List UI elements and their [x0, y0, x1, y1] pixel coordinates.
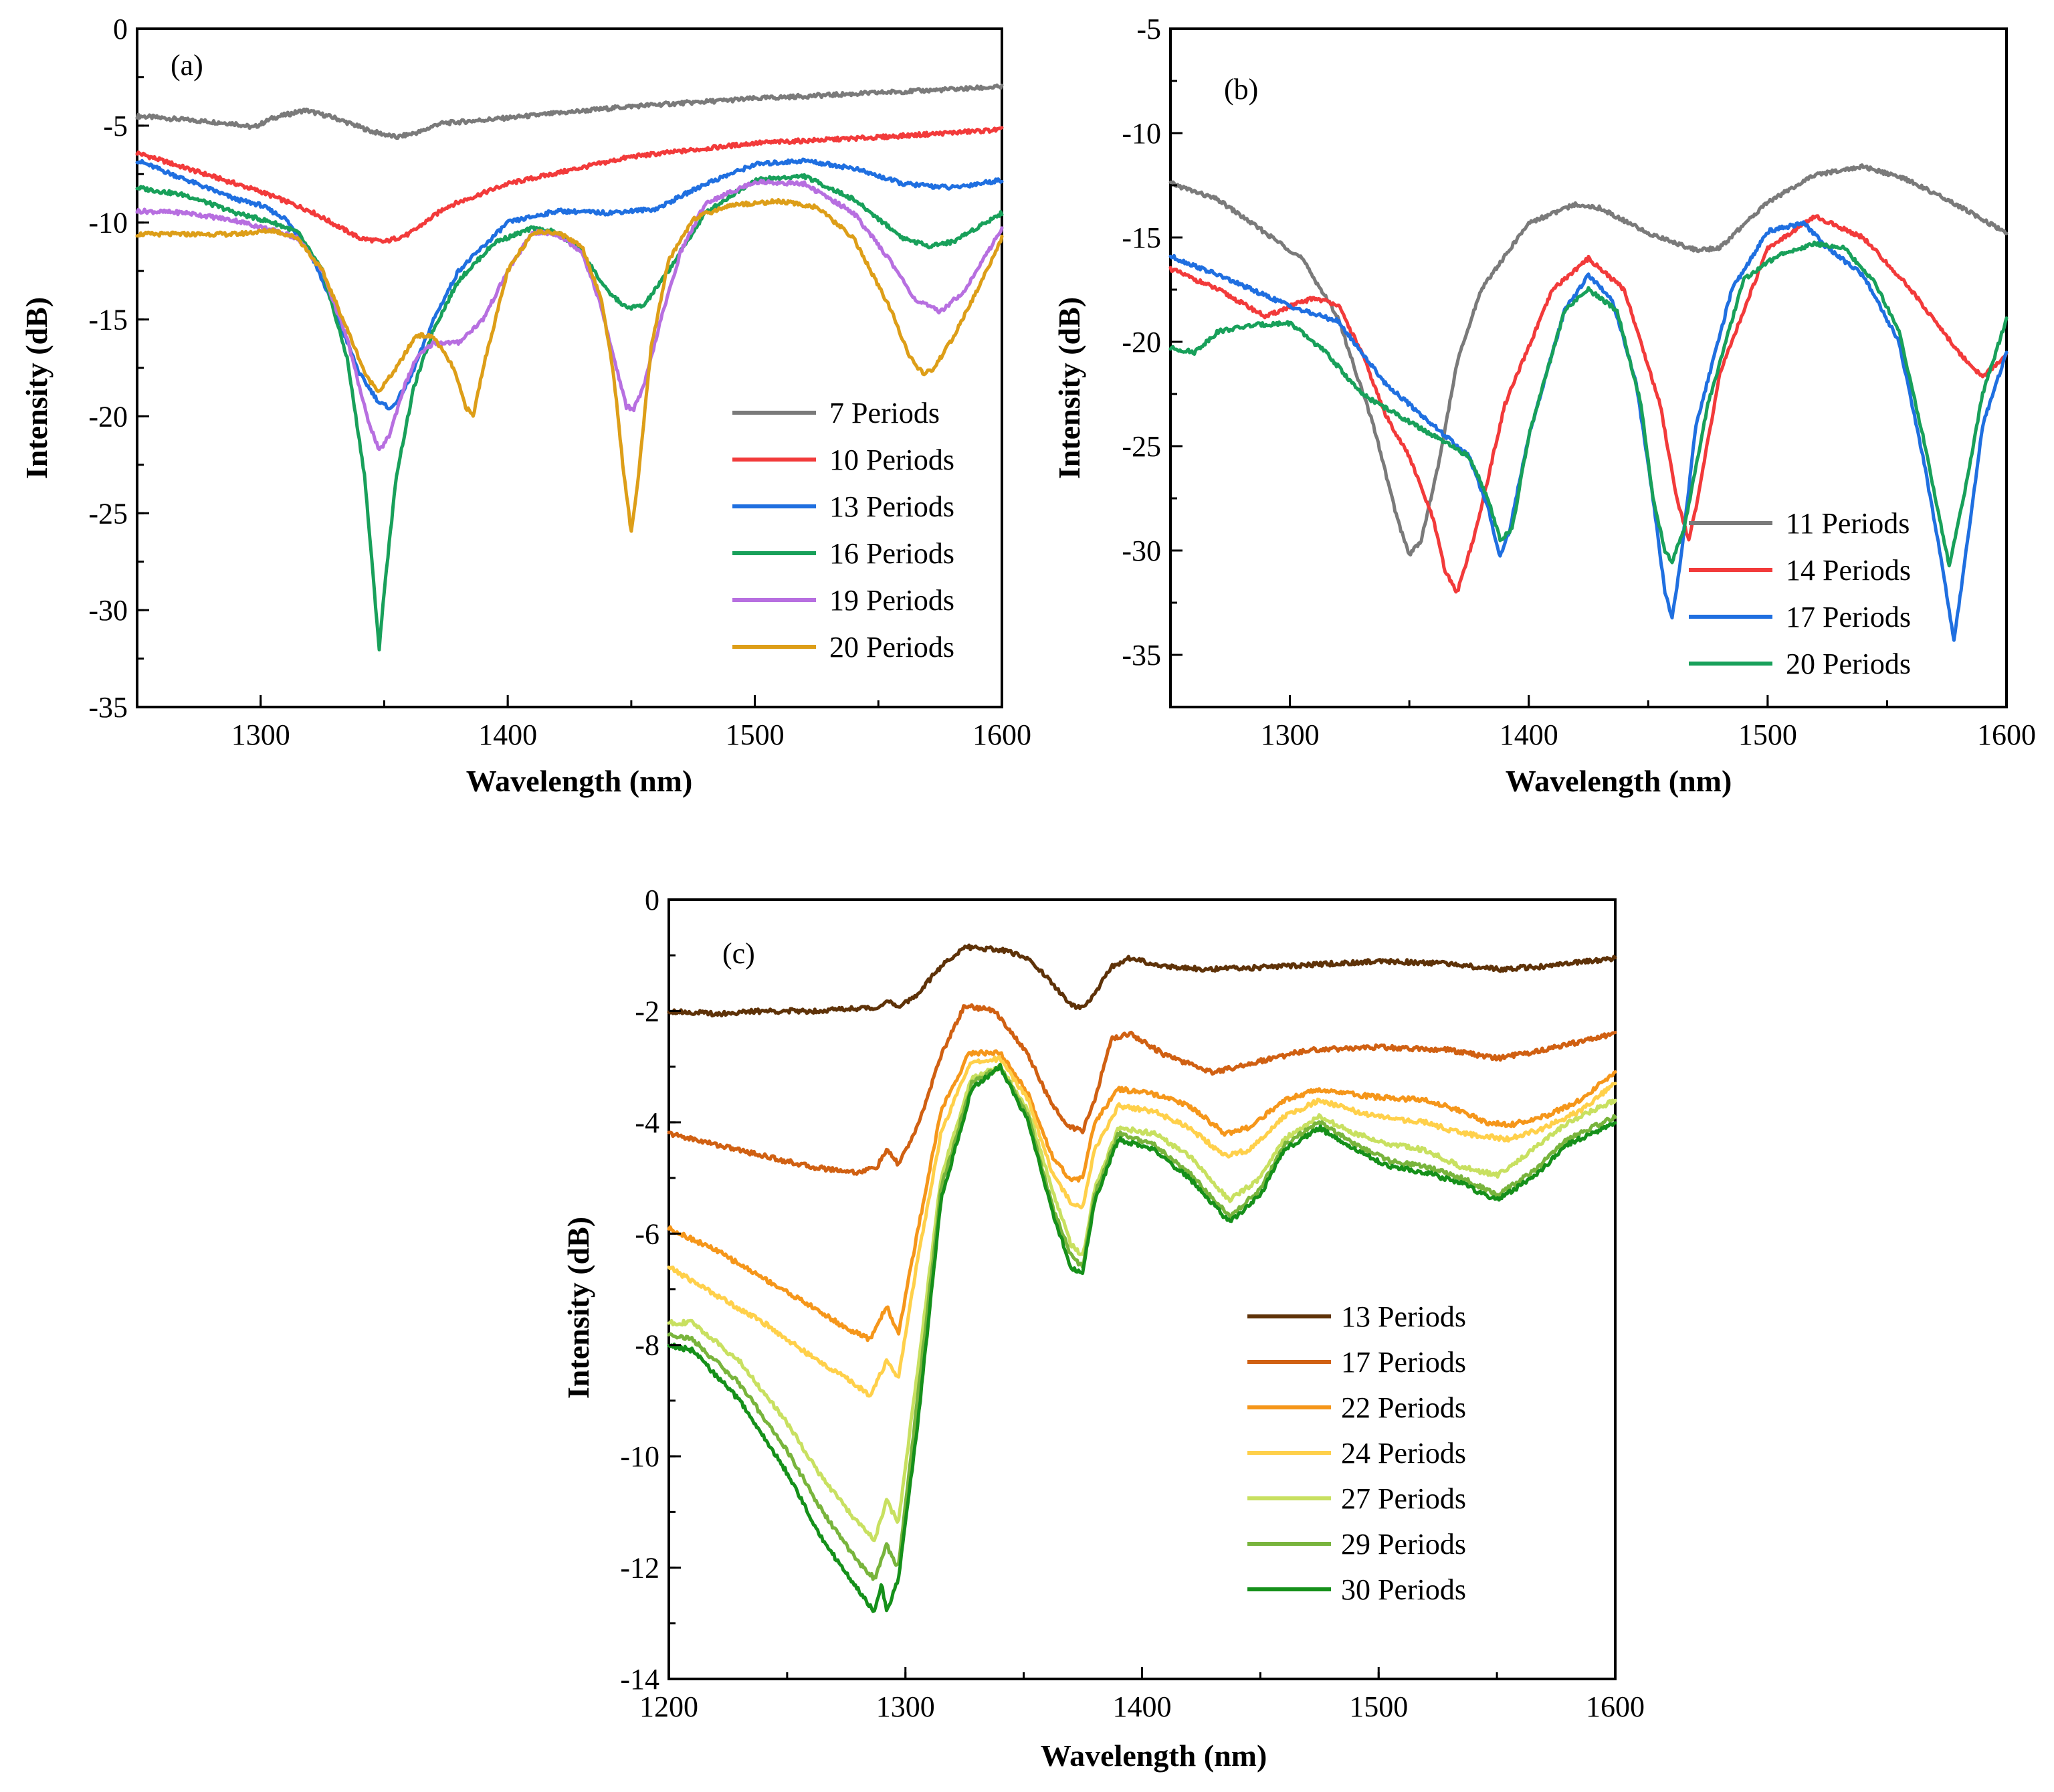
panel-c-y-tick-label: -4 [635, 1106, 659, 1139]
panel-b-series-line-0 [1168, 163, 2009, 557]
panel-c-legend-label-6: 30 Periods [1341, 1573, 1466, 1606]
panel-b-y-tick-label: -15 [1122, 221, 1161, 254]
panel-c-y-tick-label: -12 [620, 1552, 659, 1585]
panel-a-legend-label-3: 16 Periods [829, 537, 954, 570]
panel-c-x-tick-label: 1200 [639, 1690, 698, 1723]
panel-b-legend-label-3: 20 Periods [1786, 648, 1911, 680]
panel-b-x-axis-title: Wavelength (nm) [1506, 764, 1732, 798]
panel-b-series-group [1168, 163, 2009, 642]
panel-a-series-group [135, 83, 1004, 652]
panel-c-x-tick-label: 1500 [1349, 1690, 1408, 1723]
panel-b-y-tick-label: -35 [1122, 639, 1161, 672]
panel-c-plot-frame [667, 898, 1617, 1680]
panel-c-series-line-4 [667, 1064, 1617, 1542]
panel-b-legend-label-1: 14 Periods [1786, 554, 1911, 587]
panel-c-y-tick-label: -14 [620, 1663, 659, 1696]
panel-a-legend-label-1: 10 Periods [829, 443, 954, 476]
panel-a-series-line-0 [135, 83, 1004, 140]
panel-a-x-tick-label: 1400 [478, 718, 537, 751]
panel-a-x-tick-label: 1500 [726, 718, 785, 751]
panel-c-y-tick-label: 0 [645, 884, 659, 916]
panel-a-legend-label-5: 20 Periods [829, 631, 954, 664]
panel-a-x-tick-label: 1600 [972, 718, 1031, 751]
panel-a-series-line-1 [135, 126, 1004, 244]
panel-a-y-tick-label: -35 [88, 691, 128, 724]
panel-a-y-tick-label: -10 [88, 207, 128, 239]
panel-a-y-tick-label: -15 [88, 304, 128, 336]
panel-b-legend-label-2: 17 Periods [1786, 601, 1911, 633]
panel-c-y-tick-label: -2 [635, 995, 659, 1027]
panel-a-x-axis-title: Wavelength (nm) [466, 764, 693, 798]
panel-c-legend-label-2: 22 Periods [1341, 1391, 1466, 1424]
panel-c-y-tick-label: -6 [635, 1217, 659, 1250]
panel-c-series-line-0 [667, 943, 1617, 1018]
panel-c-x-tick-label: 1400 [1113, 1690, 1172, 1723]
panel-a-series-line-2 [135, 157, 1004, 411]
panel-b-x-tick-label: 1500 [1738, 718, 1797, 751]
panel-a-y-axis-title: Intensity (dB) [19, 297, 54, 479]
panel-a-y-tick-label: -20 [88, 400, 128, 433]
panel-b-x-tick-label: 1300 [1261, 718, 1320, 751]
panel-a-y-tick-label: -25 [88, 497, 128, 530]
panel-c-y-tick-label: -10 [620, 1440, 659, 1473]
panel-c: (c) Wavelength (nm) Intensity (dB) 13 Pe… [561, 884, 1645, 1773]
panel-c-series-line-2 [667, 1049, 1617, 1342]
panel-b-y-axis-title: Intensity (dB) [1052, 297, 1086, 479]
panel-b-y-tick-label: -20 [1122, 326, 1161, 359]
panel-c-y-tick-label: -8 [635, 1329, 659, 1362]
panel-a: (a) Wavelength (nm) Intensity (dB) 7 Per… [19, 13, 1031, 798]
panel-b-label: (b) [1224, 73, 1258, 106]
panel-b-series-line-1 [1168, 214, 2009, 594]
panel-c-series-line-1 [667, 1003, 1617, 1176]
panel-c-legend-label-0: 13 Periods [1341, 1300, 1466, 1333]
panel-a-x-tick-label: 1300 [231, 718, 290, 751]
panel-a-legend-label-2: 13 Periods [829, 490, 954, 523]
panel-c-y-axis-title: Intensity (dB) [561, 1217, 595, 1399]
panel-b-x-tick-label: 1600 [1977, 718, 2036, 751]
panel-a-legend-label-4: 19 Periods [829, 584, 954, 617]
panel-a-y-tick-label: 0 [113, 13, 128, 45]
panel-c-series-line-5 [667, 1062, 1617, 1581]
panel-c-legend-label-3: 24 Periods [1341, 1437, 1466, 1470]
panel-b-y-tick-label: -5 [1136, 13, 1161, 45]
panel-c-series-group [667, 943, 1617, 1613]
panel-a-series-line-5 [135, 198, 1004, 533]
panel-b: (b) Wavelength (nm) Intensity (dB) 11 Pe… [1052, 13, 2036, 798]
panel-c-legend-label-1: 17 Periods [1341, 1346, 1466, 1379]
panel-b-plot-frame [1169, 27, 2008, 708]
panel-b-legend-label-0: 11 Periods [1786, 507, 1910, 540]
panel-c-x-axis-title: Wavelength (nm) [1041, 1738, 1267, 1773]
panel-b-y-tick-label: -10 [1122, 117, 1161, 150]
panel-a-legend-label-0: 7 Periods [829, 397, 940, 429]
panel-c-label: (c) [722, 937, 755, 970]
panel-c-series-line-6 [667, 1063, 1617, 1613]
panel-a-label: (a) [171, 49, 203, 82]
panel-c-x-tick-label: 1600 [1586, 1690, 1645, 1723]
panel-c-legend-label-4: 27 Periods [1341, 1482, 1466, 1515]
panel-c-x-tick-label: 1300 [876, 1690, 935, 1723]
panel-b-series-line-3 [1168, 240, 2009, 568]
panel-c-series-line-3 [667, 1055, 1617, 1398]
panel-b-y-tick-label: -25 [1122, 430, 1161, 463]
panel-b-series-line-2 [1168, 220, 2009, 642]
panel-c-legend-label-5: 29 Periods [1341, 1528, 1466, 1561]
panel-a-y-tick-label: -30 [88, 594, 128, 627]
panel-b-y-tick-label: -30 [1122, 534, 1161, 567]
panel-a-y-tick-label: -5 [103, 110, 128, 142]
panel-b-x-tick-label: 1400 [1500, 718, 1558, 751]
